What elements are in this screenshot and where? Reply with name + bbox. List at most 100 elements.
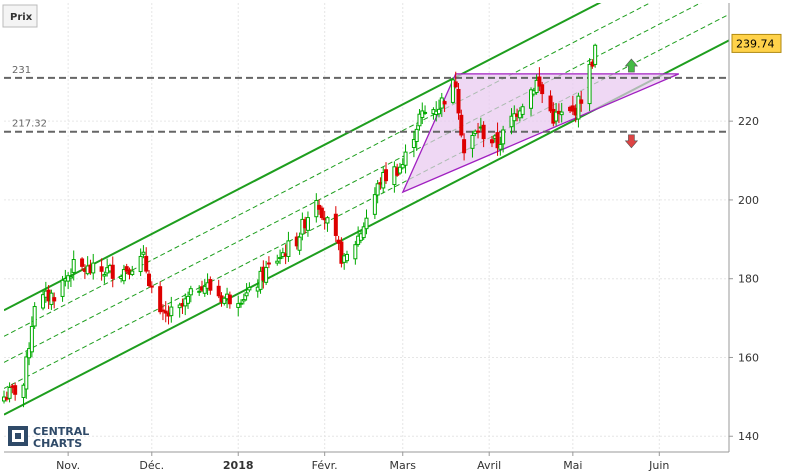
candle-body [239,302,244,305]
candlestick [375,180,380,204]
candlestick [186,291,191,309]
candle-body [453,81,458,88]
candlestick [344,250,349,264]
candlestick [227,291,232,309]
candle-body [286,240,291,257]
candle-body [400,164,405,169]
candlestick [222,296,227,306]
candlestick [512,105,517,131]
candle-body [264,267,269,283]
candle-body [559,111,564,116]
candle-body [417,113,422,127]
y-tick-label: 200 [738,194,759,207]
candle-body [7,387,12,399]
candle-body [202,285,207,294]
candle-body [437,108,441,115]
candlestick [476,122,481,139]
candlestick [163,301,168,323]
candle-body [278,257,283,260]
candle-body [462,139,467,154]
candle-body [353,244,358,260]
x-tick-label: 2018 [223,459,254,472]
candle-body [29,325,34,353]
x-tick-label: Nov. [56,459,80,472]
candle-body [459,114,464,136]
candle-body [420,110,425,118]
x-tick-label: Juin [648,459,669,472]
candle-body [71,259,76,273]
x-tick-label: Mars [390,459,417,472]
candlestick [339,237,344,268]
candlestick [317,199,322,215]
triangle-pattern [401,73,680,194]
arrow-up-icon [624,58,639,73]
candle-body [60,279,65,297]
candlestick [353,240,358,265]
channel-inner-line [4,3,702,363]
signal-arrows [624,58,639,149]
candlestick [495,122,500,156]
candlestick [540,81,545,104]
candle-body [124,266,129,272]
candlestick [202,279,207,297]
candle-body [80,258,85,267]
candlestick [278,249,283,265]
candlestick [66,272,71,290]
candlestick [68,268,73,287]
candle-body [110,264,115,279]
candlestick [275,254,280,266]
candlestick [130,265,135,277]
candle-body [509,115,514,128]
candle-body [414,128,419,142]
candle-body [24,356,29,390]
candlestick [32,302,37,329]
logo-line-2: CHARTS [33,437,82,450]
x-tick-label: Déc. [139,459,164,472]
candle-body [144,255,149,272]
candlestick [121,264,126,285]
candlestick [411,131,416,158]
candle-body [158,286,163,313]
candle-body [423,111,428,114]
candle-body [236,303,241,308]
candle-body [32,306,37,327]
candle-body [319,207,324,219]
candlestick [266,256,271,269]
candlestick [456,82,461,120]
candle-body [520,106,525,115]
candle-body [344,253,349,262]
candlestick [99,258,104,281]
candlestick [29,316,34,358]
central-charts-logo: CENTRAL CHARTS [8,425,89,450]
candle-body [411,139,416,149]
candlestick [216,279,221,299]
candle-body [138,255,143,273]
candle-body [227,294,232,305]
candle-body [501,129,506,145]
candle-body [375,183,380,196]
candle-body [305,217,310,231]
candlestick [537,67,542,92]
candle-body [222,297,227,304]
candlestick [481,121,486,148]
candle-body [537,76,542,87]
candlestick [52,292,57,309]
candlestick [286,231,291,262]
candlestick [400,158,405,170]
candlestick [417,109,422,131]
candlestick [403,144,408,174]
candlestick [554,102,559,126]
prix-label[interactable]: Prix [2,4,38,28]
candle-body [470,134,475,149]
candlestick [420,102,425,125]
candlestick [138,248,143,277]
candlestick [208,276,213,295]
candle-body [121,269,126,282]
candle-body [498,143,503,150]
candlestick [325,216,330,232]
level-label-resistance: 231 [12,65,31,76]
candlestick [147,269,151,288]
candle-body [188,288,193,296]
candlestick [392,161,397,193]
candle-body [130,270,135,275]
